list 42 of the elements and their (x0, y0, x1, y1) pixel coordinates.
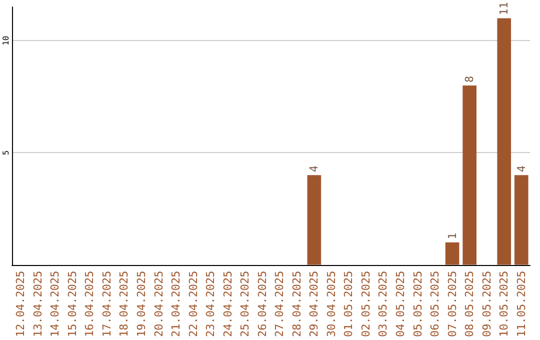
x-tick-label: 28.04.2025 (290, 270, 304, 338)
y-tick-label: 10 (2, 36, 10, 46)
x-tick-label: 01.05.2025 (342, 270, 356, 338)
x-tick-label: 19.04.2025 (135, 270, 148, 338)
x-tick-label: 16.04.2025 (83, 270, 96, 338)
x-tick-label: 15.04.2025 (66, 270, 79, 338)
x-tick-label: 17.04.2025 (100, 270, 114, 338)
x-tick-label: 30.04.2025 (324, 270, 338, 338)
x-tick-label: 08.05.2025 (463, 270, 476, 338)
bar (445, 242, 460, 265)
x-tick-label: 22.04.2025 (186, 270, 200, 338)
bar (462, 85, 476, 265)
x-tick-label: 29.04.2025 (308, 270, 321, 338)
bar (514, 175, 528, 265)
y-tick-label: 5 (2, 150, 10, 156)
data-label: 1 (446, 232, 459, 240)
bar (497, 18, 512, 265)
x-tick-label: 10.05.2025 (498, 270, 511, 338)
data-label: 4 (308, 165, 321, 172)
x-tick-label: 11.05.2025 (514, 270, 528, 338)
x-tick-label: 06.05.2025 (428, 270, 442, 338)
x-tick-label: 26.04.2025 (256, 270, 269, 338)
x-tick-label: 20.04.2025 (152, 270, 166, 338)
bar (307, 175, 322, 265)
x-tick-label: 13.04.2025 (31, 270, 44, 338)
x-tick-label: 05.05.2025 (411, 270, 424, 338)
x-tick-label: 25.04.2025 (238, 270, 252, 338)
x-tick-label: 24.04.2025 (221, 270, 234, 338)
x-tick-label: 23.04.2025 (204, 270, 218, 338)
x-tick-label: 07.05.2025 (446, 270, 459, 338)
data-label: 8 (463, 76, 476, 82)
x-tick-label: 04.05.2025 (394, 270, 407, 338)
x-tick-label: 03.05.2025 (376, 270, 390, 338)
x-tick-label: 09.05.2025 (480, 270, 494, 338)
x-tick-label: 27.04.2025 (273, 270, 286, 338)
x-tick-label: 02.05.2025 (359, 270, 372, 338)
x-tick-label: 14.04.2025 (48, 270, 62, 338)
x-tick-label: 18.04.2025 (118, 270, 131, 338)
data-label: 11 (498, 2, 511, 16)
data-label: 4 (514, 165, 528, 172)
x-tick-label: 12.04.2025 (14, 270, 28, 338)
x-tick-label: 21.04.2025 (170, 270, 183, 338)
